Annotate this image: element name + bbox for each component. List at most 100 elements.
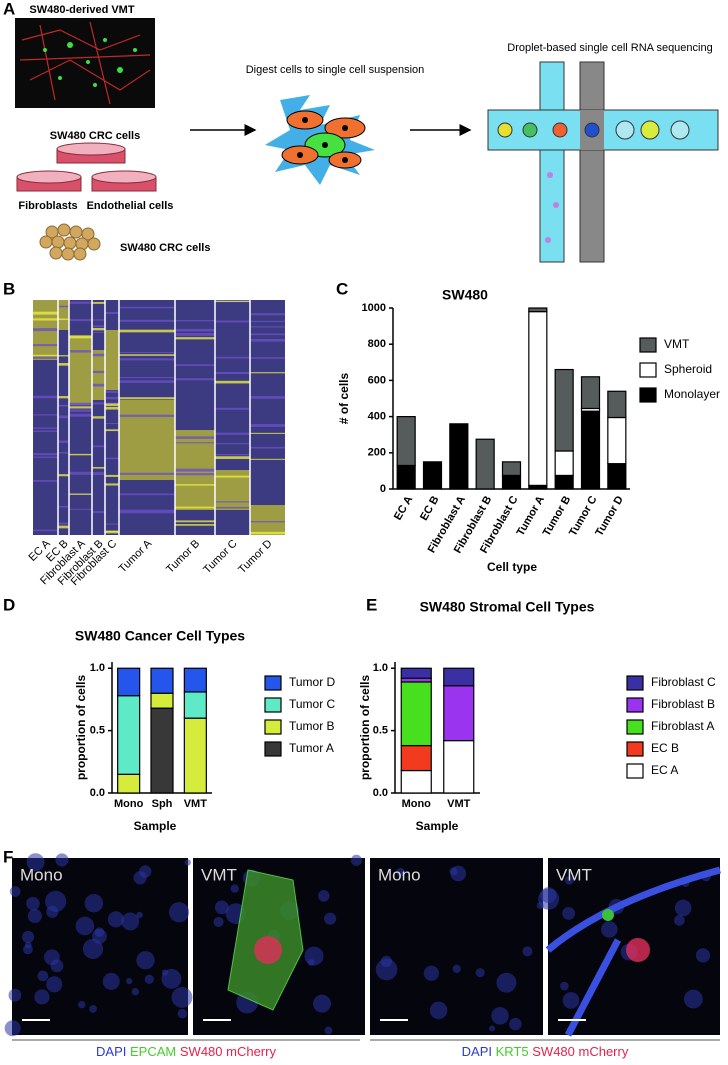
heatmap-stripe	[92, 383, 105, 387]
bar-segment	[150, 692, 174, 709]
caption-part: SW480 mCherry	[180, 1044, 277, 1059]
heatmap-stripe	[92, 353, 105, 357]
panel-label: D	[3, 595, 15, 614]
legend-label: Tumor A	[289, 741, 334, 755]
heatmap-stripe	[92, 445, 105, 448]
heatmap-stripe	[92, 402, 105, 405]
heatmap-stripe	[250, 458, 285, 460]
y-axis-label: proportion of cells	[74, 675, 88, 781]
heatmap-stripe	[58, 440, 69, 444]
heatmap-stripe	[119, 472, 175, 475]
heatmap-stripe	[250, 432, 285, 434]
heatmap-stripe	[92, 331, 105, 333]
heatmap-stripe	[69, 415, 92, 417]
heatmap-stripe	[69, 335, 92, 339]
heatmap-stripe	[58, 474, 69, 477]
legend-swatch	[626, 719, 644, 735]
nucleus	[230, 884, 239, 893]
nucleus	[171, 986, 193, 1008]
x-tick-label: EC A	[392, 494, 415, 522]
cluster-label: Tumor D	[236, 538, 274, 576]
legend-label: VMT	[664, 337, 690, 351]
x-axis-label: Sample	[416, 819, 459, 833]
x-axis-label: Cell type	[487, 560, 537, 574]
nucleus	[177, 1008, 188, 1019]
x-axis-label: Sample	[134, 819, 177, 833]
nucleus	[313, 994, 332, 1013]
nucleus	[102, 972, 120, 990]
legend-label: Tumor C	[289, 697, 336, 711]
caption-part: SW480 mCherry	[532, 1044, 629, 1059]
heatmap-stripe	[92, 511, 105, 513]
nucleus	[429, 1001, 448, 1020]
nucleus	[564, 875, 574, 885]
heatmap-stripe	[215, 356, 250, 359]
heatmap-stripe	[250, 372, 285, 374]
nucleus	[121, 912, 140, 931]
nucleus	[161, 969, 168, 976]
caption-part: KRT5	[496, 1044, 529, 1059]
heatmap-stripe	[250, 357, 285, 359]
y-tick-label: 600	[368, 374, 386, 386]
nucleus	[496, 972, 517, 993]
nucleus	[489, 1025, 496, 1032]
heatmap-block	[92, 350, 105, 400]
y-tick-label: 1.0	[373, 662, 388, 674]
heatmap-stripe	[33, 311, 58, 315]
legend-label: Tumor D	[289, 675, 336, 689]
heatmap-stripe	[175, 364, 215, 366]
heatmap-stripe	[69, 406, 92, 409]
heatmap-stripe	[215, 320, 250, 323]
heatmap-stripe	[119, 414, 175, 417]
red-cells	[254, 936, 282, 964]
heatmap-block	[58, 300, 69, 330]
heatmap-stripe	[215, 453, 250, 456]
panel-label: A	[3, 0, 15, 18]
heatmap-stripe	[119, 493, 175, 496]
heatmap-stripe	[33, 427, 58, 429]
heatmap-stripe	[105, 483, 119, 486]
spheroid	[39, 223, 101, 261]
heatmap-stripe	[175, 524, 215, 526]
nucleus	[126, 978, 133, 985]
heatmap-stripe	[119, 352, 175, 354]
heatmap-block	[105, 330, 119, 390]
caption-part: EPCAM	[130, 1044, 176, 1059]
nucleus	[538, 888, 560, 910]
heatmap-stripe	[215, 501, 250, 503]
heatmap-stripe	[215, 371, 250, 375]
legend-swatch	[264, 697, 282, 713]
legend-label: Tumor B	[289, 719, 335, 733]
bar-segment	[400, 667, 432, 679]
label: Fibroblasts	[18, 200, 77, 212]
nucleus	[375, 958, 398, 981]
nucleus	[213, 916, 224, 927]
label: Endothelial cells	[87, 200, 174, 212]
heatmap-stripe	[92, 472, 105, 476]
y-tick-label: 800	[368, 338, 386, 350]
bar-segment	[528, 307, 548, 313]
nucleus	[131, 988, 140, 996]
legend-label: Spheroid	[664, 362, 712, 376]
heatmap-stripe	[175, 442, 215, 444]
heatmap-stripe	[58, 355, 69, 357]
heatmap-stripe	[175, 337, 215, 340]
legend-swatch	[264, 741, 282, 757]
y-axis-label: # of cells	[337, 372, 351, 424]
nucleus	[318, 890, 330, 902]
heatmap-stripe	[215, 407, 250, 410]
nucleus	[475, 968, 485, 978]
x-tick-label: VMT	[447, 798, 471, 810]
heatmap-stripe	[69, 350, 92, 353]
nucleus	[8, 988, 22, 1002]
heatmap-stripe	[175, 332, 215, 336]
y-tick-label: 1.0	[90, 662, 105, 674]
heatmap-stripe	[92, 328, 105, 331]
bar-segment	[117, 773, 141, 794]
heatmap-stripe	[250, 521, 285, 523]
legend-swatch	[264, 675, 282, 691]
heatmap-stripe	[105, 312, 119, 314]
legend-label: Fibroblast A	[651, 719, 714, 733]
